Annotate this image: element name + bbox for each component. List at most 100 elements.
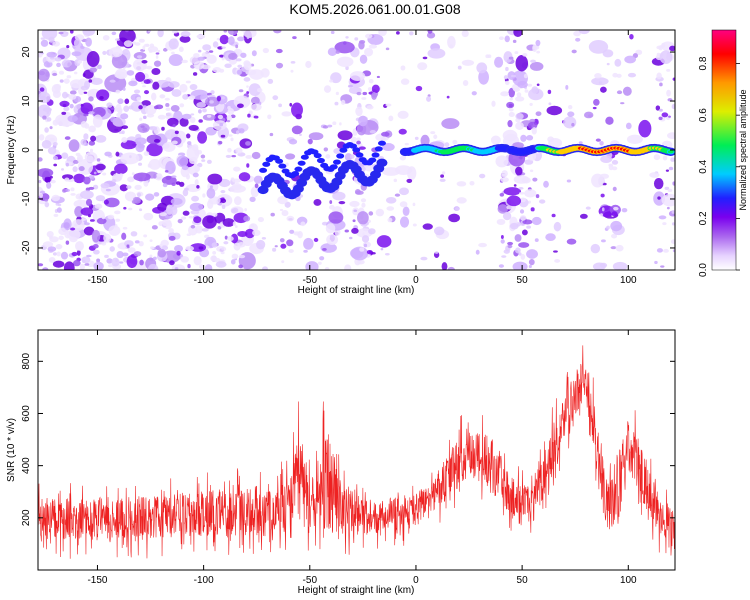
spectrogram-noise-blob bbox=[219, 123, 224, 127]
spectrogram-x-ticks: -150 -100 -50 0 50 100 bbox=[87, 30, 637, 286]
spectrogram-noise-blob bbox=[182, 94, 189, 100]
spectrogram-noise-blob bbox=[171, 175, 177, 179]
spectrogram-noise-blob bbox=[161, 126, 165, 131]
spectrogram-noise-blob bbox=[193, 53, 200, 58]
spectrogram-noise-blob bbox=[180, 256, 190, 263]
spectrogram-noise-blob bbox=[153, 105, 159, 110]
spectrogram-noise-blob bbox=[38, 53, 43, 58]
spectrogram-noise-blob bbox=[606, 225, 610, 230]
spectrogram-noise-blob bbox=[143, 79, 151, 85]
spectrogram-noise-blob bbox=[161, 219, 172, 227]
spectrogram-noise-blob bbox=[352, 219, 356, 223]
spectrogram-noise-blob bbox=[505, 80, 510, 85]
spectrogram-noise-blob bbox=[38, 104, 52, 119]
spectrogram-noise-blob bbox=[626, 134, 643, 145]
spectrogram-noise-blob bbox=[206, 114, 212, 118]
spectrogram-noise-blob bbox=[224, 63, 232, 69]
spectrogram-noise-blob bbox=[109, 246, 115, 252]
spectrogram-noise-blob bbox=[388, 115, 394, 122]
spectrogram-noise-blob bbox=[61, 59, 72, 68]
spectrogram-noise-blob bbox=[514, 234, 522, 242]
spectrogram-noise-blob bbox=[120, 152, 140, 165]
signal-track-mid bbox=[291, 171, 300, 177]
spectrogram-noise-blob bbox=[530, 59, 536, 63]
spectrogram-noise-blob bbox=[267, 114, 272, 120]
signal-track-mid bbox=[355, 152, 364, 158]
spectrogram-noise-blob bbox=[180, 31, 191, 38]
spectrogram-noise-blob bbox=[532, 45, 540, 50]
spectrogram-noise-blob bbox=[527, 121, 538, 129]
spectrogram-noise-blob bbox=[65, 162, 69, 167]
spectrogram-noise-blob bbox=[61, 152, 69, 160]
spectrogram-noise-blob bbox=[171, 51, 175, 55]
spectrogram-noise-blob bbox=[142, 115, 147, 120]
spectrogram-noise-blob bbox=[118, 131, 123, 134]
spectrogram-noise-blob bbox=[96, 203, 102, 208]
spectrogram-noise-blob bbox=[84, 263, 90, 266]
spectrogram-noise-blob bbox=[117, 98, 124, 105]
signal-track-outer bbox=[376, 158, 388, 167]
spectrogram-noise-blob bbox=[502, 129, 518, 142]
spectrogram-noise-blob bbox=[361, 202, 366, 208]
snr-background bbox=[38, 330, 675, 570]
spectrogram-noise-blob bbox=[358, 115, 368, 127]
spectrogram-noise-blob bbox=[106, 258, 113, 264]
spectrogram-noise-blob bbox=[102, 50, 107, 55]
spectrogram-noise-blob bbox=[147, 163, 152, 168]
spectrogram-noise-blob bbox=[500, 235, 504, 240]
spectrogram-noise-blob bbox=[52, 252, 58, 256]
spectrogram-noise-blob bbox=[515, 247, 521, 254]
spectrogram-noise-blob bbox=[133, 172, 151, 182]
spectrogram-noise-blob bbox=[361, 235, 370, 243]
spectrogram-noise-blob bbox=[571, 49, 577, 54]
spectrogram-noise-blob bbox=[114, 210, 121, 215]
spectrogram-noise-blob bbox=[289, 102, 293, 107]
spectrogram-noise-blob bbox=[499, 36, 504, 40]
spectrogram-noise-blob bbox=[221, 46, 226, 49]
spectrogram-noise-blob bbox=[251, 50, 257, 57]
spectrogram-noise-blob bbox=[328, 239, 332, 243]
y-tick-label: 200 bbox=[21, 509, 32, 526]
spectrogram-noise-blob bbox=[188, 124, 199, 131]
snr-y-label: SNR (10 * v/v) bbox=[6, 418, 17, 482]
spectrogram-noise-blob bbox=[212, 67, 222, 73]
spectrogram-noise-blob bbox=[412, 223, 417, 227]
spectrogram-noise-blob bbox=[508, 107, 514, 112]
spectrogram-noise-blob bbox=[518, 186, 524, 190]
spectrogram-noise-blob bbox=[209, 100, 214, 104]
spectrogram-noise-blob bbox=[661, 42, 666, 48]
spectrogram-noise-blob bbox=[290, 69, 294, 73]
spectrogram-noise-blob bbox=[168, 81, 180, 88]
spectrogram-noise-blob bbox=[73, 173, 86, 184]
spectrogram-noise-blob bbox=[503, 249, 510, 254]
spectrogram-noise-blob bbox=[507, 244, 513, 249]
spectrogram-noise-blob bbox=[524, 189, 537, 198]
spectrogram-noise-blob bbox=[299, 133, 302, 136]
spectrogram-noise-blob bbox=[547, 89, 552, 95]
spectrogram-noise-blob bbox=[256, 88, 263, 93]
spectrogram-noise-blob bbox=[233, 242, 241, 251]
spectrogram-noise-blob bbox=[238, 128, 245, 134]
spectrogram-noise-blob bbox=[446, 95, 450, 99]
spectrogram-noise-blob bbox=[236, 103, 244, 109]
spectrogram-noise-blob bbox=[124, 240, 134, 247]
spectrogram-noise-blob bbox=[456, 197, 467, 204]
spectrogram-noise-blob bbox=[526, 249, 538, 259]
colorbar-tick-label: 0.4 bbox=[698, 159, 709, 173]
spectrogram-noise-blob bbox=[479, 173, 486, 179]
spectrogram-noise-blob bbox=[496, 218, 506, 226]
spectrogram-noise-blob bbox=[52, 41, 61, 47]
spectrogram-noise-blob bbox=[121, 232, 127, 241]
spectrogram-noise-blob bbox=[371, 84, 380, 94]
spectrogram-noise-blob bbox=[103, 233, 112, 243]
spectrogram-noise-blob bbox=[142, 85, 146, 88]
spectrogram-noise-blob bbox=[159, 94, 165, 99]
spectrogram-noise-blob bbox=[69, 227, 76, 231]
snr-x-ticks: -150 -100 -50 0 50 100 bbox=[87, 330, 637, 586]
spectrogram-noise-blob bbox=[332, 121, 337, 126]
spectrogram-noise-blob bbox=[56, 62, 61, 68]
spectrogram-noise-blob bbox=[165, 107, 171, 112]
spectrogram-noise-blob bbox=[399, 201, 408, 208]
x-tick-label: 0 bbox=[413, 575, 419, 586]
spectrogram-noise-blob bbox=[44, 176, 51, 183]
